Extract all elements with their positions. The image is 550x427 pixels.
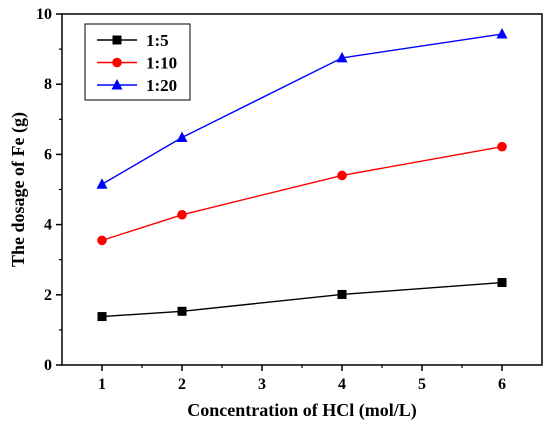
y-axis-label: The dosage of Fe (g) [8,112,29,267]
x-tick-label: 4 [338,376,346,393]
series-lines [101,33,503,318]
x-tick-label: 3 [258,376,266,393]
legend-label-2: 1:20 [146,76,177,95]
axis-tick-labels: 1 2 3 4 5 6 0 2 4 6 8 10 [36,6,506,393]
legend-marker-0 [112,35,122,45]
data-point-2-0 [96,178,108,189]
data-point-0-1 [177,306,187,316]
data-point-2-3 [496,28,508,39]
y-tick-label: 2 [44,287,52,304]
x-tick-label: 6 [498,376,506,393]
x-tick-label: 2 [178,376,186,393]
y-tick-label: 10 [36,6,52,23]
data-point-1-3 [497,141,507,152]
y-tick-label: 4 [44,217,52,234]
legend-box [84,23,191,101]
legend-label-0: 1:5 [146,31,169,50]
legend-label-1: 1:10 [146,54,177,73]
data-point-1-1 [177,209,187,220]
series-line-1 [101,145,503,242]
data-point-0-3 [497,278,507,288]
y-tick-label: 6 [44,146,52,163]
y-tick-label: 8 [44,76,52,93]
series-line-2 [101,33,503,185]
data-point-0-0 [97,312,107,322]
data-point-2-1 [176,131,188,143]
series-line-0 [101,281,503,318]
x-tick-label: 1 [98,376,106,393]
legend-marker-1 [112,57,122,68]
legend-marker-2 [111,79,123,90]
data-point-1-2 [337,170,347,181]
series-markers [96,28,508,322]
x-axis-label: Concentration of HCl (mol/L) [187,400,416,421]
axis-ticks [56,13,503,371]
x-tick-label: 5 [418,376,426,393]
data-point-2-2 [336,51,348,63]
legend: 1:5 1:10 1:20 [84,23,191,101]
data-point-0-2 [337,289,347,299]
data-point-1-0 [97,235,107,246]
y-tick-label: 0 [44,357,52,374]
